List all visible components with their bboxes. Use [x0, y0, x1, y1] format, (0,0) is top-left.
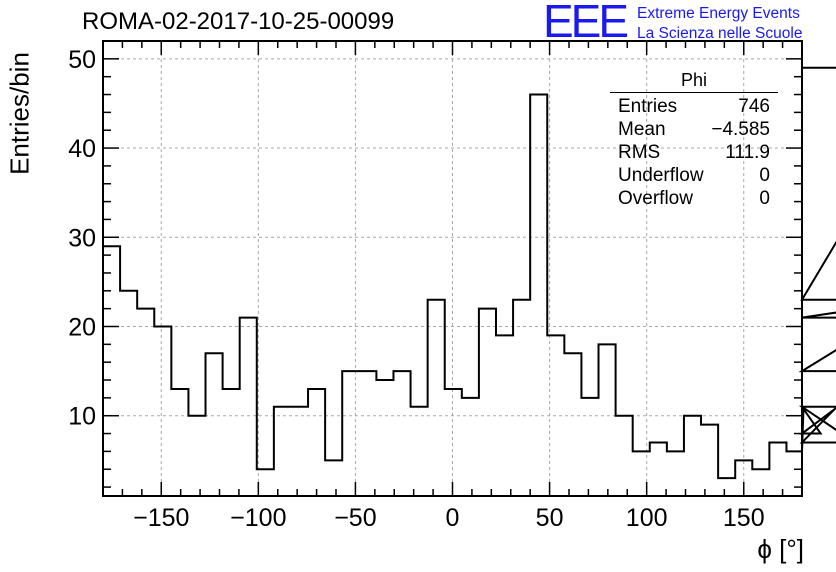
logo-line-2: La Scienza nelle Scuole: [637, 25, 803, 42]
axis-ticks: [102, 40, 803, 496]
stats-row-overflow: Overflow 0: [610, 187, 778, 210]
y-tick-label: 50: [68, 46, 96, 74]
x-tick-label: 50: [536, 504, 564, 532]
stats-label: Underflow: [618, 165, 704, 186]
x-tick-label: −50: [334, 504, 376, 532]
x-axis-label: ϕ [°]: [757, 534, 804, 564]
y-tick-label: 10: [68, 403, 96, 431]
logo-caption: Extreme Energy Events La Scienza nelle S…: [637, 4, 802, 44]
stats-value: −4.585: [711, 119, 770, 140]
stats-label: Entries: [618, 96, 678, 117]
stats-value: 111.9: [725, 142, 770, 163]
y-tick-label: 20: [68, 313, 96, 341]
stats-label: Mean: [618, 119, 666, 140]
stats-label: Overflow: [618, 188, 693, 209]
x-tick-label: −100: [230, 504, 286, 532]
eee-logo: EEE: [543, 0, 629, 47]
x-tick-label: 0: [446, 504, 460, 532]
x-tick-label: −150: [133, 504, 189, 532]
stats-row-rms: RMS 111.9: [610, 141, 778, 164]
stats-value: 746: [738, 96, 770, 117]
y-axis-label: Entries/bin: [4, 52, 35, 175]
stats-row-mean: Mean −4.585: [610, 118, 778, 141]
x-tick-label: 150: [723, 504, 765, 532]
stats-row-underflow: Underflow 0: [610, 164, 778, 187]
stats-row-entries: Entries 746: [610, 95, 778, 118]
stats-value: 0: [759, 188, 770, 209]
stats-name: Phi: [610, 70, 778, 93]
stats-box: Phi Entries 746 Mean −4.585 RMS 111.9 Un…: [610, 70, 778, 210]
logo-line-1: Extreme Energy Events: [637, 5, 800, 22]
stats-label: RMS: [618, 142, 661, 163]
y-tick-label: 40: [68, 135, 96, 163]
tick-labels: −150 −100 −50 0 50 100 150 10 20 30 40 50: [68, 46, 764, 532]
stats-value: 0: [759, 165, 770, 186]
y-tick-label: 30: [68, 224, 96, 252]
x-tick-label: 100: [626, 504, 668, 532]
chart-title: ROMA-02-2017-10-25-00099: [82, 8, 395, 35]
